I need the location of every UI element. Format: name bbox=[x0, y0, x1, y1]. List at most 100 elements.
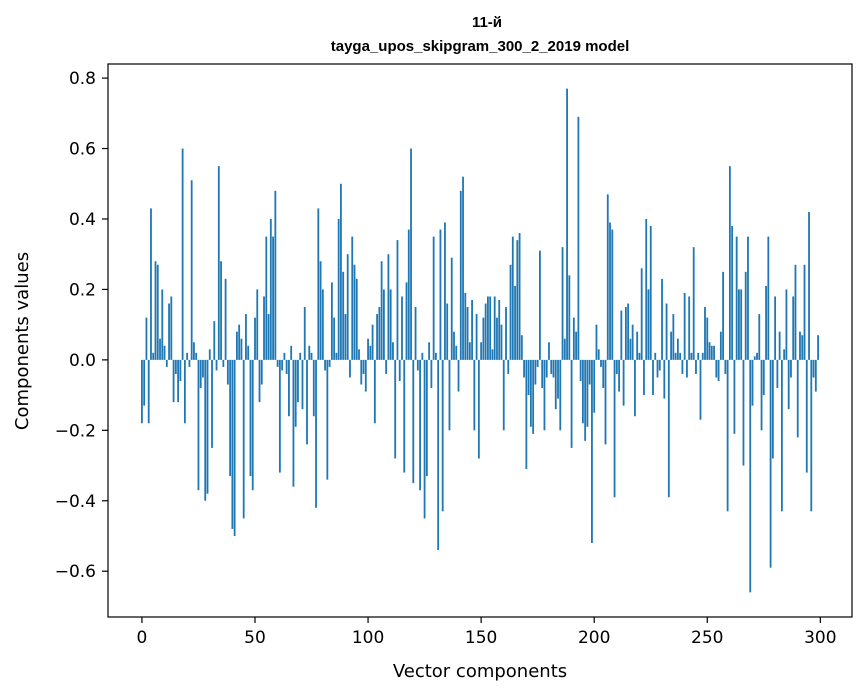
bar bbox=[792, 296, 795, 360]
bar bbox=[704, 307, 706, 360]
bar bbox=[364, 359, 367, 392]
bar bbox=[457, 359, 460, 392]
bar bbox=[724, 359, 727, 374]
bar bbox=[441, 359, 444, 512]
y-axis: −0.6 −0.4 −0.2 0.0 0.2 0.4 0.6 0.8 bbox=[55, 69, 108, 582]
bar bbox=[796, 359, 799, 438]
bar bbox=[742, 359, 745, 466]
bar bbox=[740, 289, 743, 360]
bar bbox=[263, 296, 265, 360]
bar bbox=[159, 338, 161, 360]
bar bbox=[624, 307, 627, 360]
bar bbox=[631, 324, 634, 360]
bar bbox=[787, 359, 790, 410]
y-tick-label: 0.2 bbox=[69, 280, 96, 300]
bar bbox=[254, 317, 256, 360]
bar bbox=[649, 226, 652, 360]
bar bbox=[330, 282, 333, 360]
bar bbox=[572, 317, 575, 360]
bar bbox=[606, 194, 609, 360]
bar bbox=[683, 292, 686, 360]
bar bbox=[611, 229, 614, 360]
bar bbox=[482, 317, 485, 360]
bar bbox=[568, 275, 571, 360]
x-tick-label: 200 bbox=[578, 628, 610, 648]
bar bbox=[462, 176, 464, 360]
bar bbox=[810, 359, 813, 512]
bar bbox=[269, 218, 272, 360]
bar bbox=[505, 307, 507, 360]
bar bbox=[407, 229, 410, 360]
bar bbox=[466, 307, 469, 360]
bar bbox=[645, 218, 648, 360]
bar bbox=[199, 359, 202, 389]
bar bbox=[670, 331, 672, 360]
bar bbox=[783, 349, 786, 360]
bar bbox=[776, 359, 779, 389]
bar bbox=[498, 299, 501, 360]
bar bbox=[168, 303, 170, 360]
bar bbox=[421, 352, 424, 360]
bar bbox=[333, 317, 336, 360]
bar bbox=[722, 271, 725, 360]
bar bbox=[511, 236, 514, 360]
bar bbox=[265, 236, 268, 360]
bar bbox=[801, 335, 804, 360]
bar bbox=[663, 359, 666, 399]
bar bbox=[150, 208, 152, 360]
bar bbox=[249, 359, 252, 477]
bar bbox=[163, 345, 166, 360]
bar bbox=[147, 359, 150, 424]
x-tick-label: 250 bbox=[691, 628, 723, 648]
bar bbox=[493, 296, 496, 360]
bar bbox=[509, 264, 512, 360]
bar bbox=[310, 352, 313, 360]
bar bbox=[586, 359, 589, 427]
bar bbox=[396, 240, 399, 360]
bar bbox=[183, 359, 186, 424]
bar bbox=[489, 296, 492, 360]
bar bbox=[217, 166, 220, 360]
bar bbox=[708, 342, 711, 360]
bar bbox=[731, 226, 734, 360]
bar bbox=[453, 331, 455, 360]
bar bbox=[643, 359, 645, 396]
bar bbox=[430, 359, 433, 389]
bar bbox=[342, 271, 345, 360]
bar bbox=[600, 359, 602, 367]
bar bbox=[346, 254, 349, 360]
bar bbox=[638, 352, 641, 360]
bar bbox=[595, 324, 598, 360]
bar bbox=[778, 331, 781, 360]
bar bbox=[174, 359, 177, 374]
bar bbox=[290, 345, 293, 360]
bar bbox=[455, 345, 458, 360]
bar bbox=[602, 359, 605, 389]
bar bbox=[570, 359, 573, 448]
x-tick-label: 150 bbox=[465, 628, 497, 648]
bar bbox=[373, 359, 376, 424]
bar bbox=[480, 342, 483, 360]
bar bbox=[803, 264, 806, 360]
bar bbox=[392, 342, 394, 360]
bar bbox=[459, 190, 462, 360]
bar bbox=[774, 296, 777, 360]
bar bbox=[665, 303, 668, 360]
bar bbox=[523, 359, 525, 378]
bar bbox=[398, 359, 401, 381]
bar bbox=[236, 331, 238, 360]
bar bbox=[154, 261, 157, 360]
x-tick-label: 100 bbox=[352, 628, 384, 648]
bar bbox=[552, 359, 555, 378]
bar bbox=[229, 359, 232, 477]
bar bbox=[629, 338, 632, 360]
bar bbox=[728, 166, 731, 360]
bar bbox=[297, 359, 299, 403]
bar bbox=[385, 359, 388, 374]
bar bbox=[588, 359, 591, 385]
bar bbox=[294, 359, 297, 427]
bar bbox=[514, 285, 516, 360]
bar bbox=[507, 359, 510, 374]
bar bbox=[376, 314, 379, 360]
